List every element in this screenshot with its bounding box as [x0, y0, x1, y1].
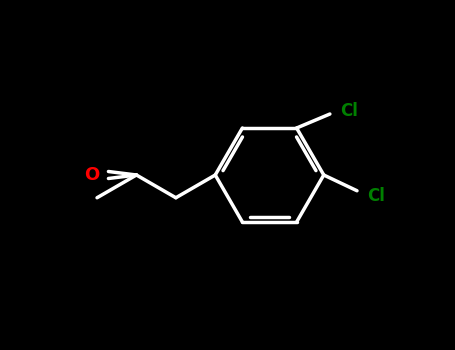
- Text: O: O: [85, 166, 100, 184]
- Text: Cl: Cl: [340, 102, 358, 119]
- Text: Cl: Cl: [368, 187, 385, 205]
